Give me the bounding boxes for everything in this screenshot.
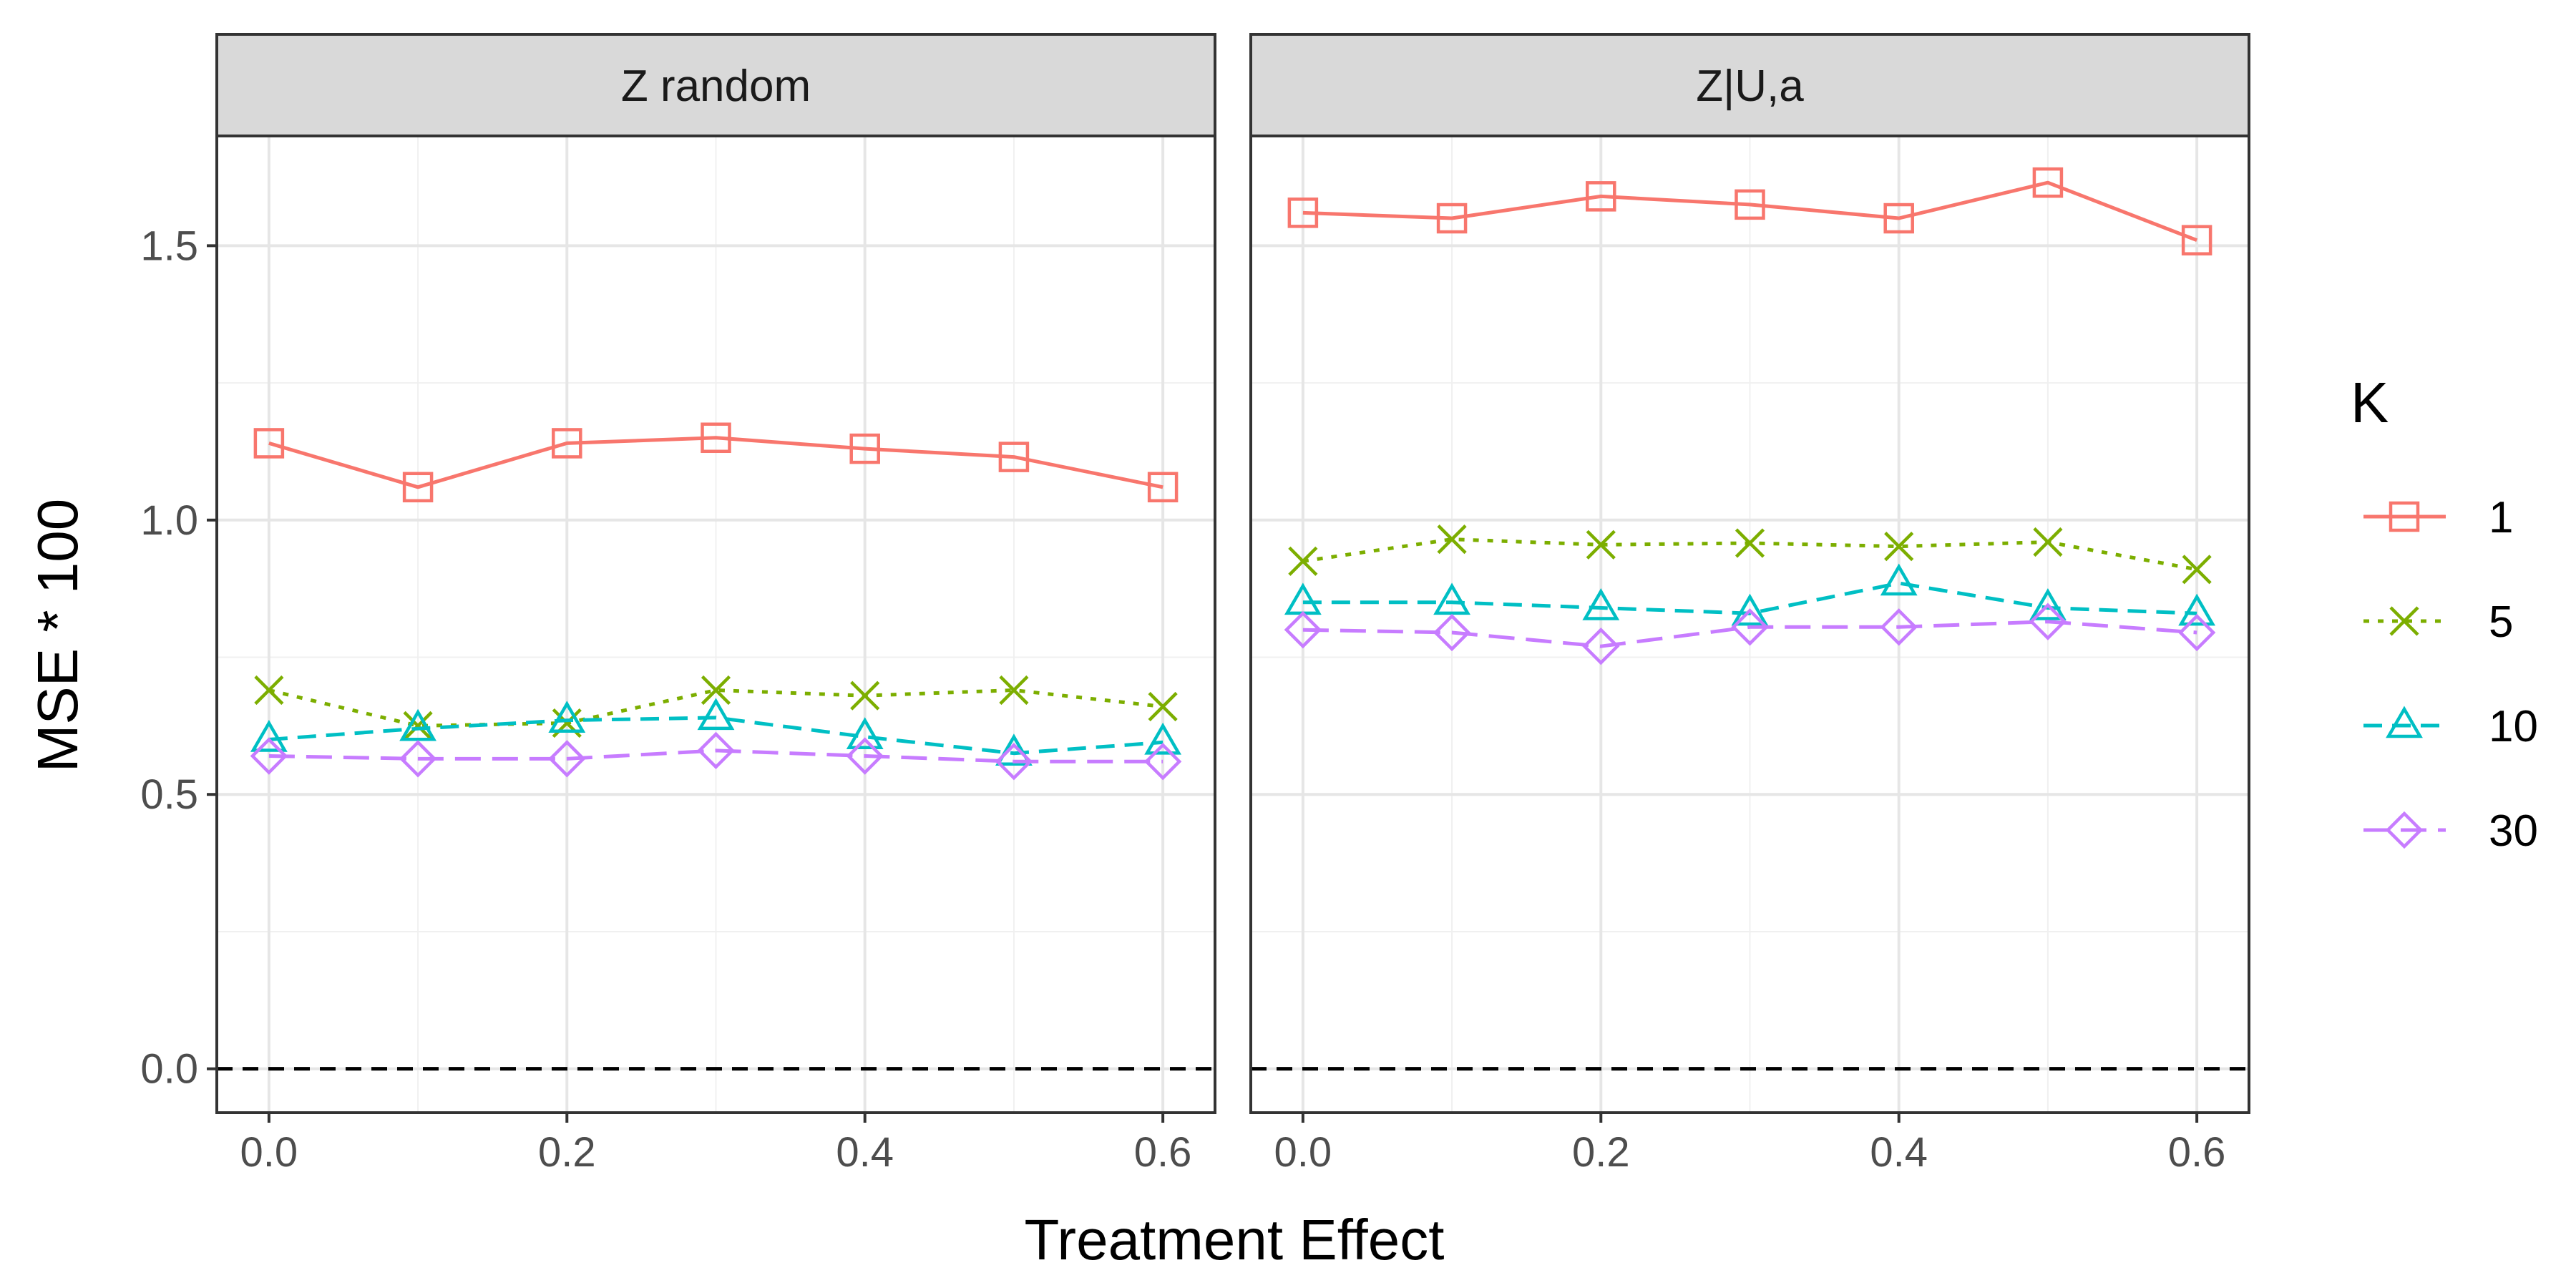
data-point-k1: [701, 422, 731, 454]
data-point-k30: [1284, 610, 1322, 649]
panel-1: Z random 0.0 0.2 0.4 0.6 0.0 0.5 1.0 1.5: [140, 33, 1216, 1176]
legend-entry-k5: 5: [2363, 597, 2513, 647]
data-point-k10: [1731, 593, 1769, 626]
series-line-k10: [1302, 581, 2197, 615]
data-point-k30: [2029, 602, 2067, 640]
strip-background: [1249, 33, 2250, 137]
data-point-k1: [552, 428, 582, 459]
panel-2: Z|U,a 0.0 0.2 0.4 0.6: [1249, 33, 2250, 1176]
data-point-k30: [846, 737, 884, 775]
legend-label: 10: [2489, 702, 2538, 751]
data-point-k10: [250, 720, 288, 752]
y-tick-label: 0.0: [140, 1046, 198, 1093]
y-tick-label: 0.5: [140, 771, 198, 818]
data-point-k1: [998, 441, 1030, 472]
data-point-k5: [254, 675, 284, 706]
data-point-k30: [548, 740, 586, 778]
data-point-k5: [850, 680, 880, 711]
series-line-k1: [268, 436, 1163, 489]
legend: K 1 5 10 30: [2351, 371, 2538, 856]
data-point-k5: [403, 711, 433, 741]
x-tick-label: 0.4: [1870, 1129, 1928, 1176]
data-point-k5: [1437, 525, 1467, 555]
data-point-k1: [253, 428, 285, 459]
data-point-k1: [1147, 472, 1179, 503]
data-point-k5: [2182, 555, 2212, 585]
data-point-k1: [2181, 225, 2212, 255]
data-point-k30: [697, 731, 735, 770]
y-axis-title: MSE * 100: [26, 499, 89, 772]
data-point-k10: [1582, 588, 1620, 620]
data-point-k1: [1735, 189, 1765, 220]
series-line-k1: [1302, 180, 2198, 243]
data-point-k30: [1731, 608, 1769, 646]
x-tick-label: 0.2: [1572, 1129, 1630, 1176]
legend-entry-k1: 1: [2363, 493, 2513, 542]
series-line-k30: [1302, 620, 2197, 648]
data-point-k10: [2178, 593, 2216, 626]
data-point-k1: [1883, 203, 1914, 234]
data-point-k10: [846, 717, 884, 749]
y-tick-label: 1.5: [140, 223, 198, 269]
data-point-k5: [2033, 527, 2063, 557]
legend-title: K: [2351, 371, 2389, 434]
data-point-k30: [1433, 613, 1471, 652]
legend-key-marker: [2385, 811, 2424, 849]
data-point-k1: [849, 433, 880, 464]
x-tick-label: 0.6: [1134, 1129, 1192, 1176]
data-point-k5: [1884, 532, 1914, 562]
legend-key-marker: [2386, 706, 2423, 738]
panel-title: Z|U,a: [1696, 62, 1804, 111]
strip-background: [215, 33, 1216, 137]
y-tick-label: 1.0: [140, 497, 198, 544]
x-axis-title: Treatment Effect: [1025, 1208, 1445, 1272]
data-point-k30: [1880, 608, 1918, 646]
data-point-k30: [995, 743, 1033, 781]
data-point-k1: [1586, 181, 1616, 212]
data-point-k10: [1433, 582, 1470, 615]
data-point-k30: [1143, 743, 1182, 781]
legend-label: 1: [2489, 493, 2513, 542]
data-point-k1: [1287, 197, 1319, 228]
legend-key-marker: [2389, 501, 2420, 532]
legend-entry-k30: 30: [2363, 806, 2538, 856]
x-tick-label: 0.2: [538, 1129, 596, 1176]
data-point-k30: [399, 740, 437, 778]
x-tick-label: 0.6: [2168, 1129, 2226, 1176]
data-point-k1: [402, 472, 434, 503]
data-point-k1: [1436, 203, 1468, 234]
panels-layer: Z random 0.0 0.2 0.4 0.6 0.0 0.5 1.0 1.5 Z|U,a 0.0…: [140, 33, 2250, 1176]
data-point-k10: [548, 701, 586, 733]
data-point-k30: [2177, 613, 2216, 652]
data-point-k5: [999, 675, 1029, 706]
data-point-k5: [701, 675, 731, 706]
data-point-k10: [697, 698, 735, 731]
data-point-k10: [399, 708, 436, 741]
data-point-k30: [1582, 627, 1620, 665]
legend-entry-k10: 10: [2363, 702, 2538, 751]
legend-key-marker: [2389, 606, 2419, 636]
data-point-k5: [1288, 546, 1318, 576]
data-point-k5: [1735, 528, 1765, 558]
data-point-k1: [2032, 167, 2064, 198]
legend-label: 5: [2489, 597, 2513, 647]
x-tick-label: 0.0: [240, 1129, 298, 1176]
legend-label: 30: [2489, 806, 2538, 856]
x-tick-label: 0.0: [1274, 1129, 1332, 1176]
panel-title: Z random: [621, 62, 811, 111]
data-point-k5: [1148, 691, 1178, 722]
data-point-k10: [2029, 588, 2067, 620]
data-point-k10: [995, 733, 1033, 766]
data-point-k10: [1880, 563, 1918, 596]
series-line-k10: [268, 716, 1163, 756]
series-line-k30: [268, 748, 1163, 763]
data-point-k10: [1144, 722, 1182, 755]
x-tick-label: 0.4: [836, 1129, 894, 1176]
data-point-k30: [250, 737, 288, 775]
data-point-k5: [1586, 530, 1616, 560]
